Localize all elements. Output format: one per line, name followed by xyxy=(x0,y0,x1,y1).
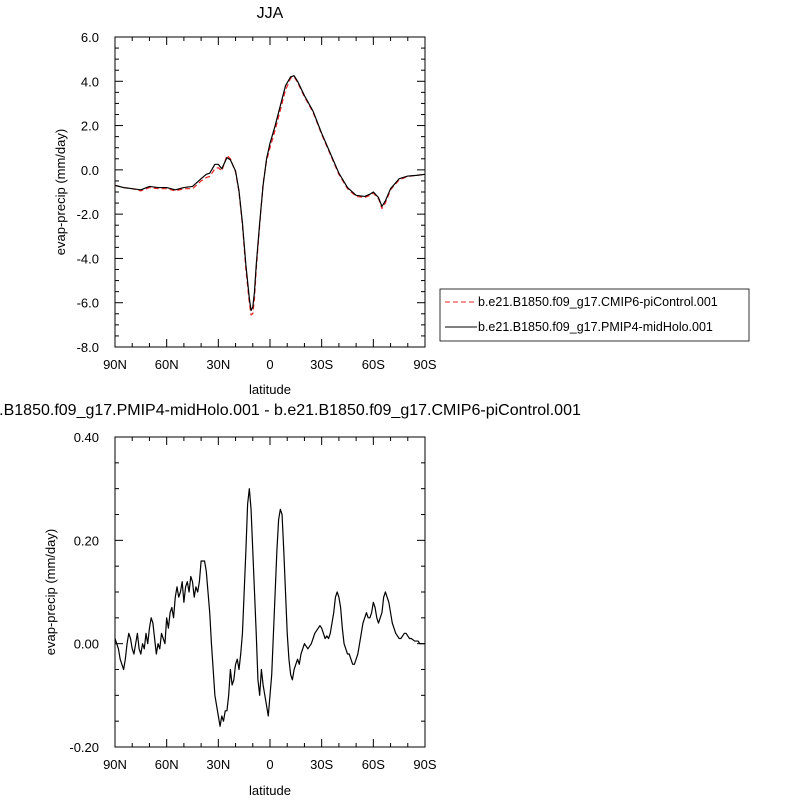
top-x-tick-label: 60N xyxy=(155,357,179,372)
top-x-tick-label: 30S xyxy=(310,357,333,372)
top-panel-title: JJA xyxy=(257,5,284,22)
bottom-y-tick-label: 0.00 xyxy=(74,637,99,652)
top-y-tick-label: 4.0 xyxy=(81,74,99,89)
bottom-y-tick-label: 0.20 xyxy=(74,533,99,548)
top-panel-ticks: 90N 60N 30N 0 30S 60S 90S 6.0 4.0 2.0 0.0 -2.0 -4.0 -… xyxy=(77,30,437,372)
legend: b.e21.B1850.f09_g17.CMIP6-piControl.001 … xyxy=(439,288,750,342)
bottom-panel-series xyxy=(114,488,425,727)
bottom-x-tick-label: 60N xyxy=(155,757,179,772)
top-panel-series xyxy=(114,75,426,316)
bottom-panel-ticks: 90N 60N 30N 0 30S 60S 90S 0.40 0.20 0.00 -0.20 xyxy=(69,430,437,772)
bottom-panel-title: b.e21.B1850.f09_g17.PMIP4-midHolo.001 - … xyxy=(0,402,581,419)
bottom-x-tick-label: 30S xyxy=(310,757,333,772)
top-y-tick-label: -6.0 xyxy=(77,296,99,311)
bottom-y-tick-label: 0.40 xyxy=(74,430,99,445)
bottom-x-tick-label: 30N xyxy=(206,757,230,772)
top-x-tick-label: 60S xyxy=(362,357,385,372)
top-panel-plot-frame xyxy=(114,36,426,348)
top-x-tick-label: 0 xyxy=(266,357,273,372)
bottom-x-tick-label: 0 xyxy=(266,757,273,772)
top-x-tick-label: 90N xyxy=(103,357,127,372)
top-y-tick-label: 6.0 xyxy=(81,30,99,45)
top-x-tick-label: 30N xyxy=(206,357,230,372)
top-panel: JJA 90N 60N 30N 0 30S 60S 90S 6.0 4.0 2.0 0.0 -2.0 -… xyxy=(53,5,750,397)
top-y-tick-label: -4.0 xyxy=(77,251,99,266)
bottom-x-tick-label: 90S xyxy=(413,757,436,772)
bottom-x-tick-label: 90N xyxy=(103,757,127,772)
legend-label-midholo: b.e21.B1850.f09_g17.PMIP4-midHolo.001 xyxy=(478,320,713,334)
bottom-panel: b.e21.B1850.f09_g17.PMIP4-midHolo.001 - … xyxy=(0,402,581,798)
bottom-panel-y-axis-label: evap-precip (mm/day) xyxy=(43,529,58,655)
top-y-tick-label: -8.0 xyxy=(77,340,99,355)
top-x-tick-label: 90S xyxy=(413,357,436,372)
legend-box xyxy=(439,288,750,342)
top-panel-y-axis-label: evap-precip (mm/day) xyxy=(53,129,68,255)
bottom-y-tick-label: -0.20 xyxy=(69,740,99,755)
bottom-x-tick-label: 60S xyxy=(362,757,385,772)
bottom-panel-x-axis-label: latitude xyxy=(249,783,291,798)
top-y-tick-label: 0.0 xyxy=(81,163,99,178)
top-series-line-0 xyxy=(114,76,426,316)
top-panel-x-axis-label: latitude xyxy=(249,382,291,397)
top-series-line-1 xyxy=(114,75,426,312)
bottom-series-line-0 xyxy=(114,488,425,727)
top-y-tick-label: -2.0 xyxy=(77,207,99,222)
top-y-tick-label: 2.0 xyxy=(81,119,99,134)
legend-label-picontrol: b.e21.B1850.f09_g17.CMIP6-piControl.001 xyxy=(478,295,718,309)
